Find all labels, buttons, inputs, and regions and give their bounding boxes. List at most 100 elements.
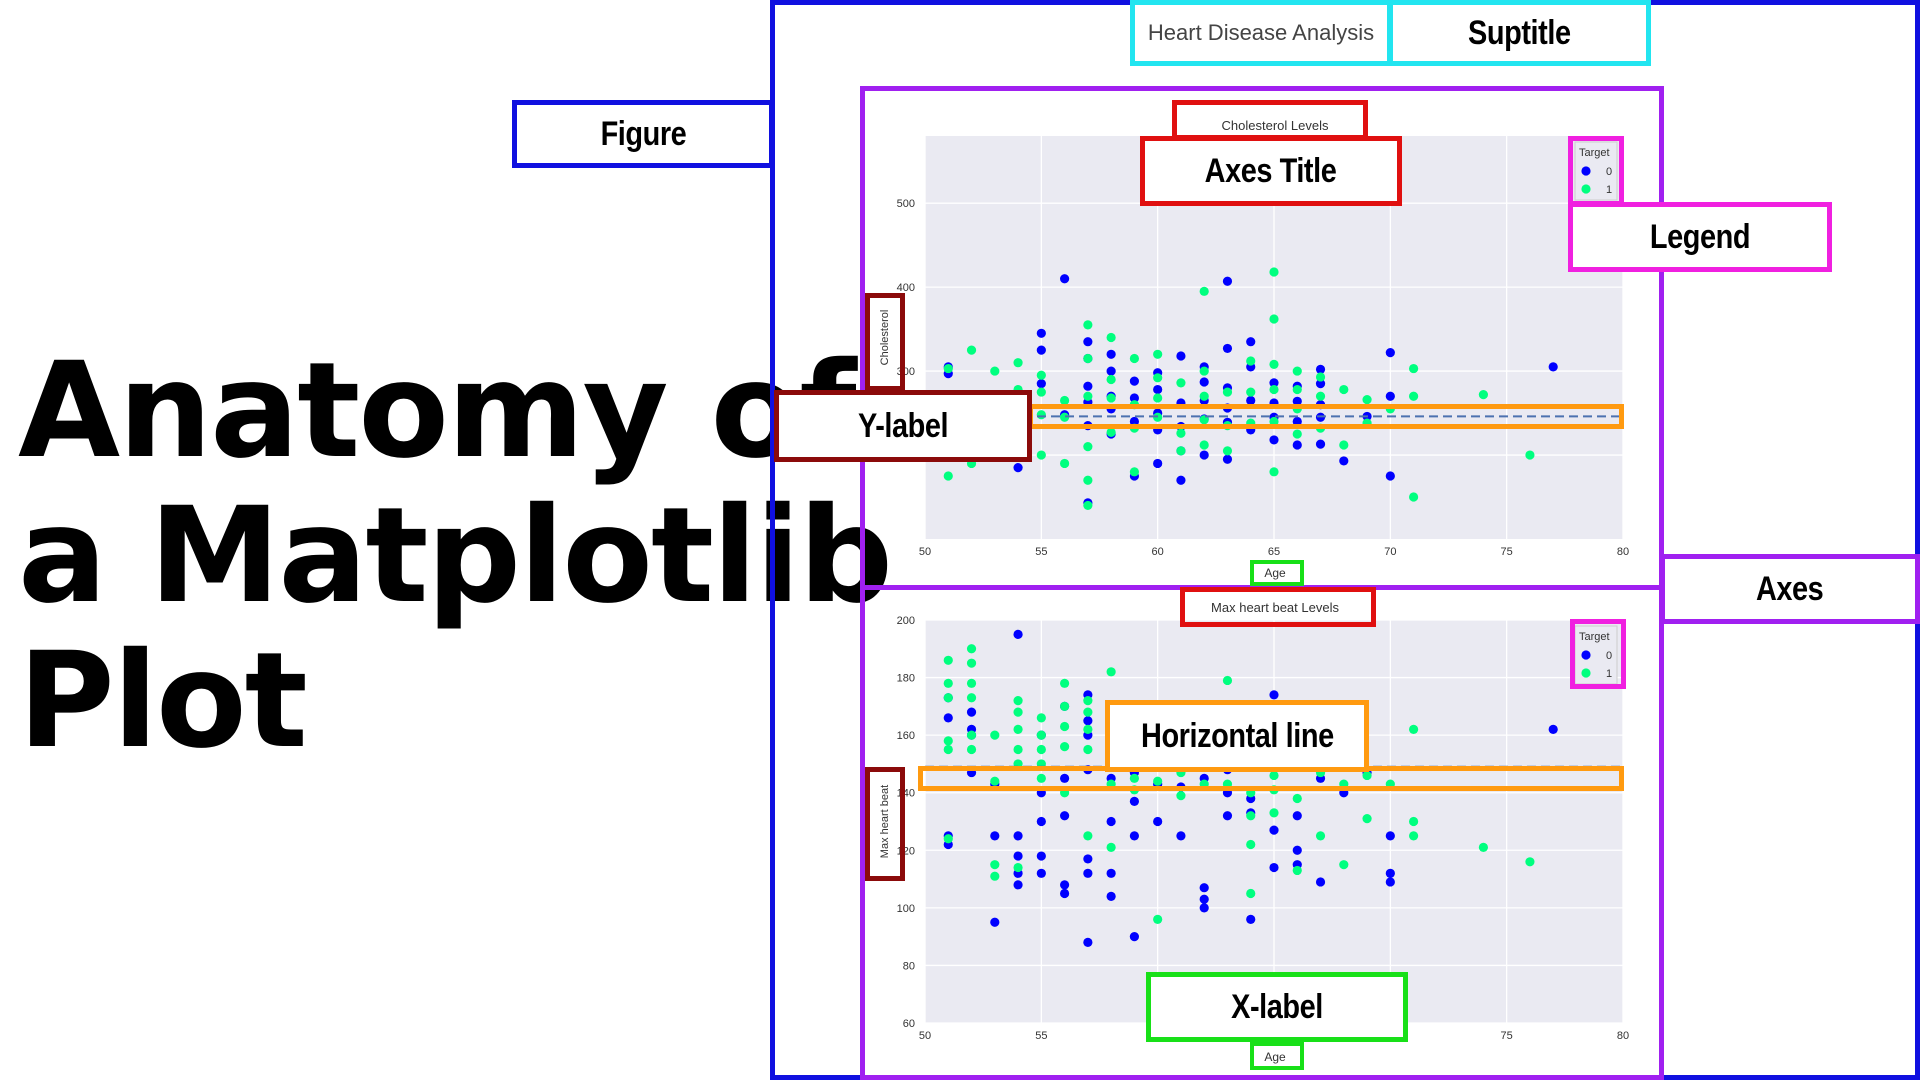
y-tick-label: 100: [897, 903, 915, 915]
scatter-point-target-1: [990, 776, 1000, 786]
xlabel-frame-top: [1250, 560, 1304, 586]
scatter-point-target-1: [1060, 458, 1070, 469]
scatter-point-target-1: [966, 345, 977, 355]
legend-marker-0: [1581, 650, 1591, 660]
scatter-point-target-0: [1315, 379, 1326, 389]
scatter-point-target-0: [1013, 880, 1023, 890]
axes-title: Cholesterol Levels: [1222, 118, 1329, 133]
legend-frame-bottom: [1570, 619, 1626, 689]
scatter-point-target-1: [1106, 374, 1116, 385]
ylabel-frame-top: [865, 293, 905, 391]
scatter-point-target-1: [990, 366, 1000, 376]
scatter-point-target-1: [1246, 811, 1256, 821]
scatter-point-target-0: [1222, 276, 1233, 286]
scatter-point-target-1: [1153, 349, 1163, 359]
scatter-point-target-1: [1083, 696, 1093, 706]
axes-title: Max heart beat Levels: [1211, 600, 1339, 615]
scatter-point-target-0: [1036, 851, 1046, 861]
x-tick-label: 55: [1035, 546, 1047, 558]
scatter-point-target-1: [1409, 363, 1419, 374]
scatter-point-target-0: [1106, 868, 1116, 878]
scatter-point-target-1: [1106, 667, 1116, 677]
legend-label: 0: [1606, 166, 1612, 178]
scatter-point-target-1: [1246, 839, 1256, 850]
legend-label: 1: [1606, 668, 1612, 680]
scatter-point-target-0: [1083, 716, 1093, 726]
scatter-point-target-1: [1036, 387, 1046, 397]
y-axis-label: Max heart beat: [879, 785, 891, 858]
scatter-point-target-1: [1083, 442, 1093, 452]
scatter-point-target-1: [1036, 744, 1046, 755]
scatter-point-target-1: [1060, 395, 1070, 406]
scatter-point-target-0: [1292, 811, 1302, 821]
scatter-point-target-1: [1409, 831, 1419, 841]
scatter-point-target-1: [990, 860, 1000, 870]
scatter-point-target-1: [1199, 440, 1209, 450]
scatter-point-target-0: [1129, 831, 1139, 841]
scatter-point-target-0: [1246, 914, 1256, 924]
scatter-point-target-0: [1222, 811, 1233, 821]
scatter-point-target-1: [1315, 831, 1326, 841]
ylabel-callout: Y-label: [774, 390, 1032, 462]
scatter-point-target-1: [1083, 500, 1093, 511]
y-tick-label: 160: [897, 730, 915, 742]
scatter-point-target-0: [1269, 825, 1279, 835]
scatter-point-target-0: [1129, 796, 1139, 806]
xlabel-callout: X-label: [1146, 972, 1408, 1042]
scatter-point-target-1: [1222, 387, 1233, 397]
axes-callout: Axes: [1660, 554, 1920, 624]
axes-title-frame-top: [1172, 100, 1368, 140]
scatter-point-target-0: [1036, 379, 1046, 389]
y-tick-label: 80: [903, 960, 915, 972]
y-tick-label: 60: [903, 1018, 915, 1030]
legend-frame-top: [1568, 136, 1624, 206]
scatter-point-target-1: [1060, 701, 1070, 711]
scatter-point-target-1: [1176, 446, 1186, 456]
scatter-point-target-1: [1129, 353, 1139, 364]
y-tick-label: 400: [897, 282, 915, 294]
scatter-point-target-1: [943, 744, 953, 755]
scatter-point-target-1: [1246, 387, 1256, 397]
scatter-point-target-1: [1083, 391, 1093, 401]
scatter-point-target-1: [1315, 391, 1326, 401]
scatter-point-target-0: [1106, 349, 1116, 359]
scatter-point-target-1: [1083, 724, 1093, 734]
x-tick-label: 65: [1268, 546, 1280, 558]
scatter-point-target-0: [1036, 345, 1046, 355]
scatter-point-target-0: [1385, 391, 1395, 401]
ylabel-frame-bottom: [865, 767, 905, 881]
scatter-point-target-0: [1060, 888, 1070, 899]
legend-marker-1: [1581, 184, 1591, 194]
figure-callout: Figure: [512, 100, 774, 168]
scatter-point-target-0: [1385, 831, 1395, 841]
scatter-point-target-1: [1525, 857, 1535, 867]
scatter-point-target-1: [943, 693, 953, 703]
scatter-point-target-1: [1153, 373, 1163, 383]
scatter-point-target-1: [1246, 356, 1256, 366]
scatter-point-target-1: [1339, 384, 1349, 395]
scatter-point-target-1: [1013, 696, 1023, 706]
scatter-point-target-1: [1362, 814, 1372, 824]
scatter-point-target-0: [1199, 450, 1209, 460]
scatter-point-target-1: [1129, 467, 1139, 477]
y-tick-label: 200: [897, 615, 915, 627]
scatter-point-target-1: [1083, 353, 1093, 364]
scatter-point-target-0: [966, 707, 977, 717]
scatter-point-target-1: [1199, 286, 1209, 296]
scatter-point-target-0: [1176, 831, 1186, 841]
scatter-point-target-1: [1176, 378, 1186, 388]
headline-line-3: Plot: [18, 624, 308, 778]
scatter-point-target-0: [990, 831, 1000, 841]
scatter-point-target-1: [1013, 707, 1023, 717]
scatter-point-target-1: [1478, 842, 1488, 853]
x-tick-label: 80: [1617, 1030, 1629, 1042]
scatter-point-target-0: [1153, 458, 1163, 469]
scatter-point-target-1: [1060, 721, 1070, 732]
scatter-point-target-0: [1292, 440, 1302, 450]
scatter-point-target-0: [1153, 816, 1163, 827]
scatter-point-target-1: [1292, 384, 1302, 395]
scatter-point-target-1: [1083, 475, 1093, 485]
scatter-point-target-1: [943, 655, 953, 665]
scatter-point-target-1: [1269, 770, 1279, 781]
scatter-point-target-0: [1036, 816, 1046, 827]
